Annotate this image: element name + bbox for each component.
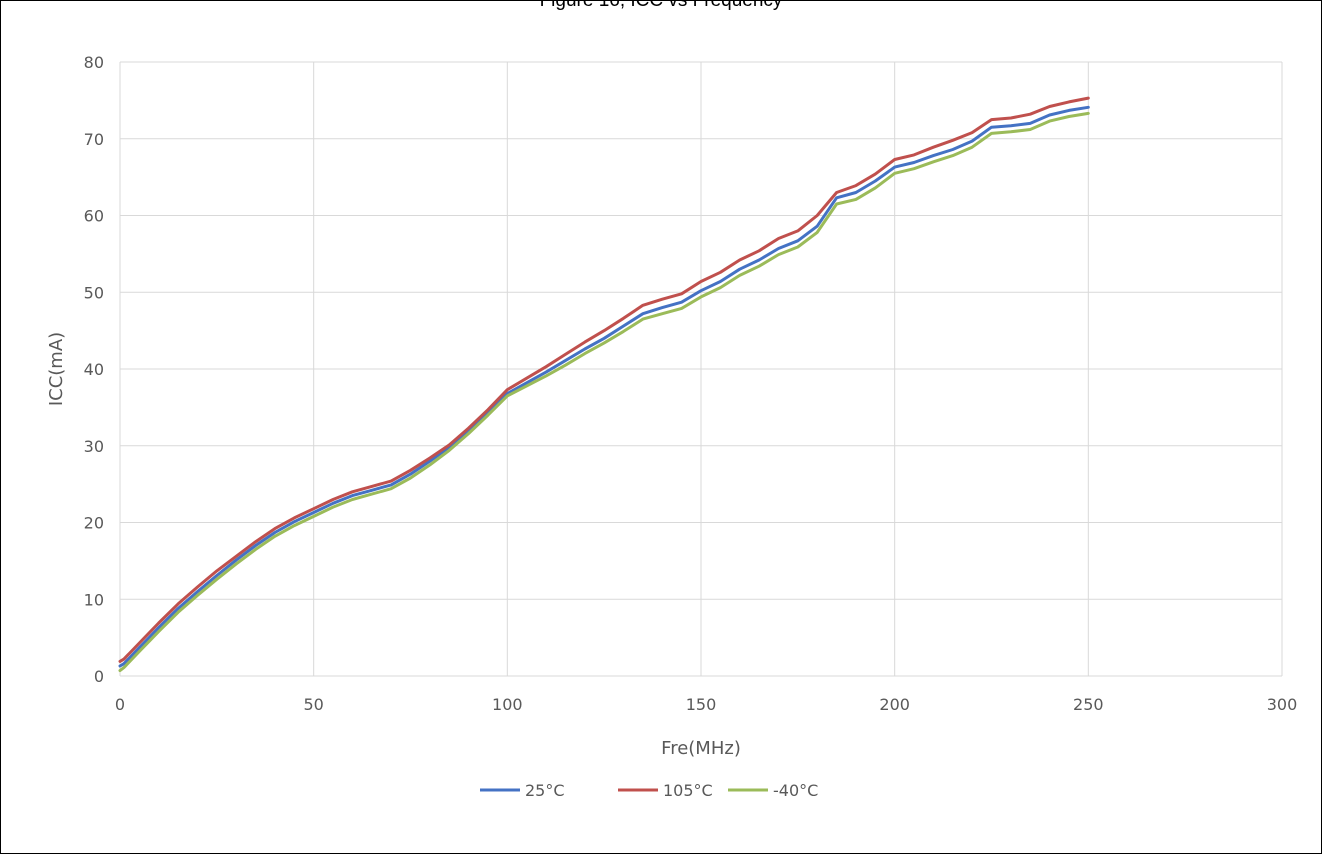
- y-tick-label: 20: [84, 514, 104, 533]
- legend-label: 105°C: [663, 781, 713, 800]
- y-tick-label: 30: [84, 437, 104, 456]
- x-axis-ticks: 0 50 100 150 200 250 300: [115, 695, 1297, 714]
- y-tick-label: 0: [94, 667, 104, 686]
- series-line: [118, 105, 1090, 668]
- y-tick-label: 50: [84, 283, 104, 302]
- x-tick-label: 50: [303, 695, 323, 714]
- x-tick-label: 150: [686, 695, 717, 714]
- x-tick-label: 0: [115, 695, 125, 714]
- y-tick-label: 70: [84, 130, 104, 149]
- x-tick-label: 300: [1267, 695, 1298, 714]
- x-tick-label: 100: [492, 695, 523, 714]
- legend-label: 25°C: [525, 781, 565, 800]
- legend-label: -40°C: [773, 781, 818, 800]
- y-tick-label: 10: [84, 590, 104, 609]
- figure-caption: Figure 16, ICC vs Frequency: [539, 0, 783, 11]
- series-line: [118, 111, 1090, 673]
- y-tick-label: 40: [84, 360, 104, 379]
- y-axis-label: ICC(mA): [46, 332, 67, 406]
- y-axis-ticks: 0 10 20 30 40 50 60 70 80: [84, 53, 104, 686]
- y-tick-label: 80: [84, 53, 104, 72]
- series-lines: [118, 96, 1090, 673]
- grid-lines: [119, 61, 1283, 677]
- x-axis-label: Fre(MHz): [661, 738, 741, 759]
- series-line: [118, 96, 1090, 663]
- x-tick-label: 250: [1073, 695, 1104, 714]
- legend: 25°C 105°C -40°C: [480, 781, 818, 800]
- y-tick-label: 60: [84, 207, 104, 226]
- x-tick-label: 200: [879, 695, 910, 714]
